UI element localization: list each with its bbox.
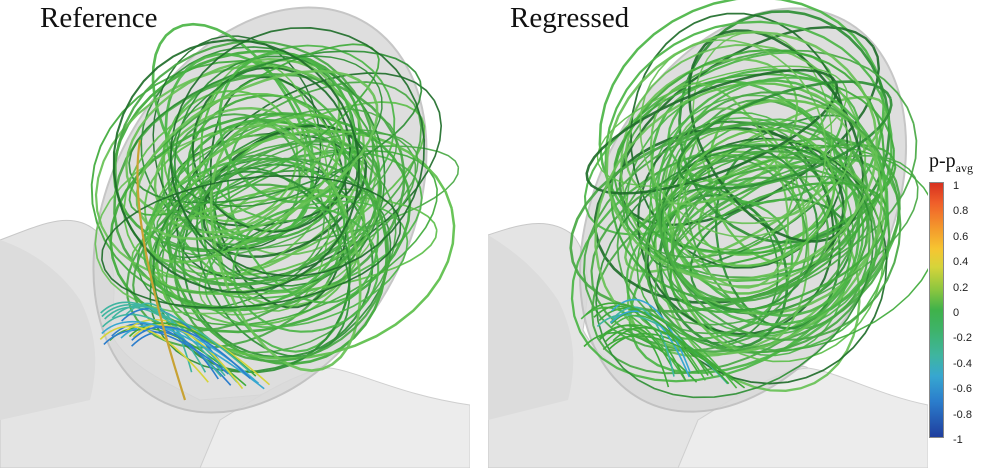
colorbar-tick: 0.4 [953,256,969,269]
inflow-streamline [593,305,687,381]
streamline [658,91,902,341]
streamline [232,206,380,333]
streamline [101,174,402,309]
reference-panel: Reference [0,0,470,468]
colorbar-tick: -0.4 [953,357,972,370]
streamline [149,169,392,373]
colorbar-tick: -0.2 [953,332,972,345]
colorbar-tick: 1 [953,180,960,192]
inflow-streamline [100,301,238,383]
inflow-streamline [111,305,207,373]
inflow-streamline [604,328,670,388]
inflow-streamline [131,326,251,379]
regressed-panel: Regressed [488,0,928,468]
streamline [209,123,362,372]
inflow-streamline [124,318,271,386]
inflow-streamline [612,326,730,385]
streamline [652,143,897,268]
inflow-streamline [103,329,230,375]
colorbar-tick: -1 [953,434,963,446]
colorbar-ticks: 1 0.8 0.6 0.4 0.2 0 -0.2 -0.4 -0.6 -0.8 -1 [953,180,986,446]
regressed-streamlines [569,0,928,399]
streamline [595,144,875,399]
colorbar-gradient [929,182,944,438]
streamline [620,44,867,288]
streamline [173,157,390,363]
colorbar-label-main: p-p [929,150,956,172]
inflow-streamline [124,302,193,373]
colorbar-tick: -0.8 [953,408,972,421]
pressure-colorbar: p-pavg 1 0.8 0.6 0.4 0.2 0 -0.2 -0.4 -0.6 -0.8 -1 [925,150,986,450]
streamline [655,79,889,326]
streamline [684,99,871,330]
streamline [678,99,853,225]
streamline [636,144,928,354]
colorbar-label-sub: avg [955,161,973,175]
colorbar-tick: 0 [953,307,960,319]
streamline [164,52,315,243]
streamline [591,166,869,375]
streamline [590,155,891,353]
regressed-title: Regressed [510,2,630,34]
streamline [668,181,890,313]
streamline [125,183,341,349]
streamline [610,48,885,301]
streamline [168,81,422,287]
streamline [173,55,386,287]
streamline [683,76,860,204]
streamline [165,118,389,366]
colorbar-label: p-pavg [929,150,973,176]
colorbar-tick: 0.2 [953,281,969,294]
streamline [147,113,346,264]
streamline [639,39,827,238]
streamline [605,30,879,282]
reference-flow-visualization [0,6,470,468]
colorbar-tick: 0.8 [953,205,969,218]
streamline [170,55,383,208]
reference-title: Reference [40,2,158,34]
streamline [169,27,426,277]
streamline [170,132,359,227]
streamline [625,58,799,205]
streamline [112,39,360,294]
streamline [644,149,878,354]
regressed-flow-visualization [488,0,928,468]
warm-streamline [136,139,187,401]
reference-streamlines [90,22,460,401]
inflow-streamline [104,306,226,377]
colorbar-tick: 0.6 [953,230,969,243]
inflow-streamline [602,335,746,389]
streamline [128,43,380,217]
streamline [624,95,888,273]
streamline [666,175,872,302]
streamline [668,153,806,295]
colorbar-tick: -0.6 [953,383,972,396]
streamline [676,80,893,190]
streamline [585,68,839,195]
streamline [148,132,419,293]
streamline [671,176,829,303]
streamline [165,149,438,326]
streamline [200,44,396,222]
streamline [676,127,836,267]
inflow-streamline [131,331,219,380]
inflow-streamline [611,306,675,377]
